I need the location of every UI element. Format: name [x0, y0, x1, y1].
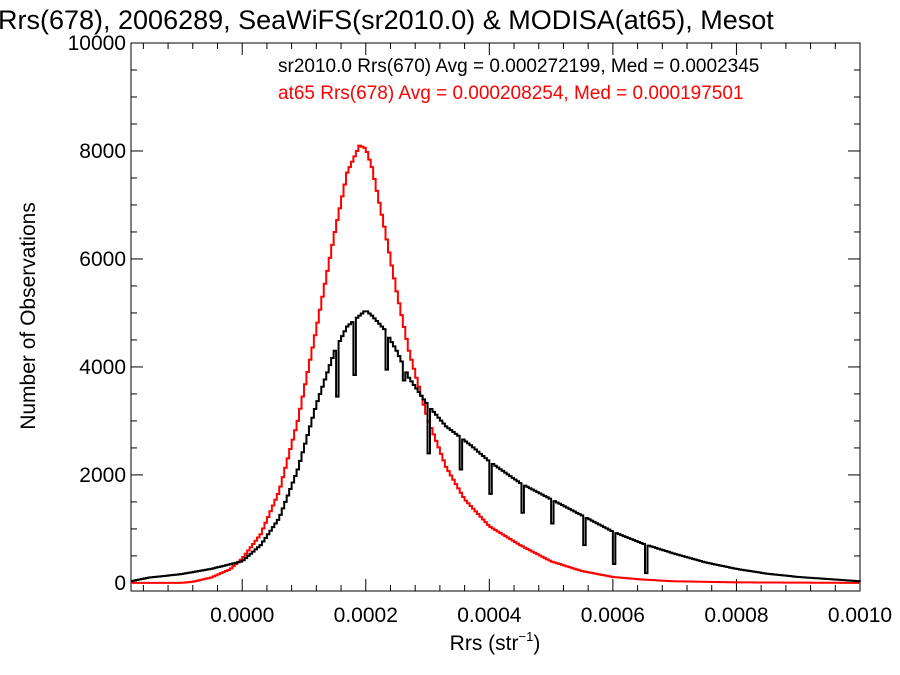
x-axis-label-close: )	[533, 632, 540, 655]
x-tick-label: 0.0000	[210, 604, 274, 627]
series-layer	[131, 144, 861, 584]
x-tick-label: 0.0008	[704, 604, 768, 627]
x-tick-label: 0.0010	[828, 604, 892, 627]
x-tick-label: 0.0006	[581, 604, 645, 627]
y-tick-label: 4000	[79, 356, 126, 379]
y-tick-label: 0	[114, 572, 126, 595]
x-tick-label: 0.0004	[457, 604, 522, 627]
x-axis-label: Rrs (str−1)	[450, 629, 541, 655]
x-axis-label-main: Rrs (str	[450, 632, 519, 655]
y-tick-label: 8000	[79, 140, 126, 163]
y-tick-label: 6000	[79, 248, 126, 271]
series-line-at65	[131, 144, 860, 584]
x-tick-label: 0.0002	[334, 604, 398, 627]
legend-entry-sr2010: sr2010.0 Rrs(670) Avg = 0.000272199, Med…	[278, 56, 759, 77]
x-axis: 0.0000 0.0002 0.0004 0.0006 0.0008 0.0010	[142, 43, 892, 627]
plot-frame	[130, 42, 861, 592]
legend-entry-at65: at65 Rrs(678) Avg = 0.000208254, Med = 0…	[278, 83, 744, 104]
series-line-sr2010	[131, 310, 861, 583]
x-axis-label-superscript: −1	[519, 629, 534, 644]
y-axis: 0 2000 4000 6000 8000 10000	[68, 32, 860, 595]
y-tick-label: 10000	[68, 32, 126, 55]
chart-title: Rrs(678), 2006289, SeaWiFS(sr2010.0) & M…	[0, 5, 774, 35]
y-tick-label: 2000	[79, 464, 126, 487]
y-axis-label: Number of Observations	[17, 202, 40, 430]
